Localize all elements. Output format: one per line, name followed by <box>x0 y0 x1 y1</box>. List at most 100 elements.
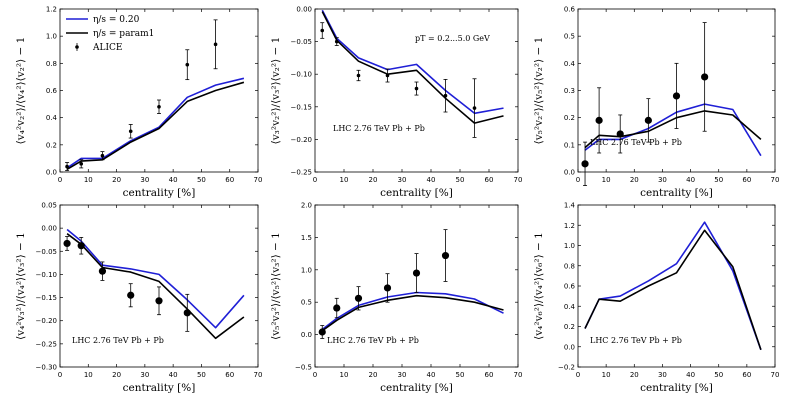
x-tick-label: 70 <box>514 371 523 379</box>
y-tick-label: 0.0 <box>564 169 575 177</box>
plot-frame <box>59 8 259 173</box>
y-tick-label: 0.0 <box>564 343 575 351</box>
data-point <box>443 93 448 98</box>
y-tick-label: 0.0 <box>301 331 312 339</box>
legend-label: ALICE <box>92 43 123 53</box>
data-point <box>595 116 603 124</box>
y-axis-label: ⟨v₅²v₃²⟩/⟨v₅²⟩⟨v₃²⟩ − 1 <box>270 232 282 340</box>
plot-frame <box>314 204 519 368</box>
x-tick-label: 30 <box>140 371 149 379</box>
x-tick-label: 40 <box>427 371 436 379</box>
y-tick-label: 0.2 <box>564 323 575 331</box>
y-tick-label: −0.30 <box>36 364 57 372</box>
x-tick-label: 70 <box>514 176 523 184</box>
y-tick-label: −0.15 <box>36 294 57 302</box>
x-axis-label: centrality [%] <box>380 382 453 394</box>
x-tick-label: 20 <box>630 176 639 184</box>
data-point <box>383 284 392 292</box>
x-tick-label: 70 <box>254 371 263 379</box>
data-point <box>472 106 477 110</box>
panel-5: 0 10 20 30 40 50 60 70 2.0 1.5 1.0 0.5 0.0 −0.5 centra… <box>270 202 522 395</box>
x-axis-label: centrality [%] <box>380 187 453 199</box>
x-tick-label: 40 <box>686 176 695 184</box>
plot-frame <box>314 8 519 173</box>
x-tick-label: 0 <box>313 176 317 184</box>
data-point <box>412 269 421 277</box>
x-tick-label: 40 <box>427 176 436 184</box>
data-point <box>98 267 107 275</box>
y-tick-label: −0.05 <box>36 248 57 256</box>
y-tick-label: −0.20 <box>36 317 57 325</box>
y-tick-label: 0.8 <box>564 262 575 270</box>
y-tick-label: 1.2 <box>564 222 575 230</box>
legend-label: η/s = 0.20 <box>93 15 140 25</box>
series-line-eta-020 <box>321 9 504 115</box>
x-tick-label: 10 <box>84 371 93 379</box>
x-tick-label: 20 <box>630 371 639 379</box>
x-tick-label: 30 <box>140 176 149 184</box>
data-point <box>616 130 624 138</box>
series-line-eta-param1 <box>321 294 504 332</box>
data-point <box>183 309 191 317</box>
panel-6: 0 10 20 30 40 50 60 70 1.4 1.2 1.0 0.8 0.6 0.4 0.2 0.0 −… <box>533 202 779 395</box>
panel-3: 0 10 20 30 40 50 60 70 0.0 0.1 0.2 0.3 0.4 0.5 0.6 cent… <box>533 6 779 200</box>
data-point <box>318 328 326 336</box>
plot-frame <box>59 204 259 368</box>
data-point <box>356 73 361 78</box>
data-point <box>185 62 190 67</box>
data-point <box>334 39 339 44</box>
x-tick-label: 30 <box>658 176 667 184</box>
x-tick-label: 0 <box>576 371 580 379</box>
data-point <box>100 153 105 158</box>
panel-4: 0 10 20 30 40 50 60 70 0.05 0.00 −0.05 −0.10 −0.15 −0… <box>15 202 262 395</box>
series-line-eta-020 <box>584 221 762 351</box>
y-tick-label: 0.4 <box>564 60 576 68</box>
y-tick-label: 2.0 <box>301 202 312 210</box>
y-tick-label: 1.4 <box>564 202 576 210</box>
x-tick-label: 10 <box>340 176 349 184</box>
x-tick-label: 0 <box>58 371 62 379</box>
x-tick-label: 50 <box>456 176 465 184</box>
data-point <box>385 73 390 78</box>
y-tick-label: 0.1 <box>564 141 575 149</box>
x-tick-label: 70 <box>771 176 780 184</box>
y-tick-label: −0.15 <box>291 103 312 111</box>
y-tick-label: 1.2 <box>46 6 57 14</box>
x-tick-label: 0 <box>313 371 317 379</box>
data-point <box>155 297 163 305</box>
y-axis-label: ⟨v₅²v₂²⟩/⟨v₅²⟩⟨v₂²⟩ − 1 <box>533 37 545 145</box>
x-tick-label: 70 <box>254 176 263 184</box>
y-tick-label: −0.2 <box>558 364 575 372</box>
x-tick-label: 50 <box>714 176 723 184</box>
panel-2: 0 10 20 30 40 50 60 70 0.00 −0.05 −0.10 −0.15 −0.20 −… <box>270 6 522 200</box>
x-axis-label: centrality [%] <box>123 187 196 199</box>
y-tick-label: −0.25 <box>36 340 57 348</box>
x-tick-label: 50 <box>714 371 723 379</box>
x-tick-label: 50 <box>456 371 465 379</box>
x-tick-label: 30 <box>398 176 407 184</box>
x-axis-label: centrality [%] <box>123 382 196 394</box>
y-tick-label: 0.8 <box>46 60 57 68</box>
data-point <box>128 129 133 134</box>
x-tick-label: 50 <box>197 371 206 379</box>
y-tick-label: 1.0 <box>301 266 312 274</box>
collision-system-annotation: LHC 2.76 TeV Pb + Pb <box>590 138 682 147</box>
x-tick-label: 60 <box>225 371 234 379</box>
y-tick-label: −0.05 <box>291 38 312 46</box>
data-point <box>63 239 71 248</box>
x-tick-label: 10 <box>602 371 611 379</box>
data-point <box>320 28 325 33</box>
data-point <box>701 73 709 81</box>
x-tick-label: 40 <box>169 176 178 184</box>
x-tick-label: 40 <box>169 371 178 379</box>
y-tick-label: 0.2 <box>564 114 575 122</box>
y-tick-label: 0.05 <box>41 202 57 210</box>
y-tick-label: 0.6 <box>564 283 576 291</box>
legend-marker-alice <box>75 45 79 49</box>
series-line-eta-020 <box>66 228 245 329</box>
data-point <box>414 86 419 91</box>
data-point <box>157 105 161 109</box>
series-line-eta-param1 <box>66 233 245 340</box>
x-tick-label: 0 <box>576 176 580 184</box>
